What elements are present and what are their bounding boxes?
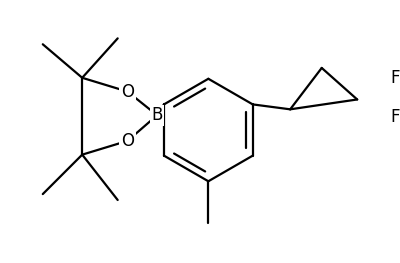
Text: F: F — [390, 69, 400, 87]
Text: F: F — [390, 108, 400, 126]
Text: O: O — [121, 132, 134, 150]
Text: O: O — [121, 83, 134, 100]
Text: B: B — [152, 106, 163, 124]
